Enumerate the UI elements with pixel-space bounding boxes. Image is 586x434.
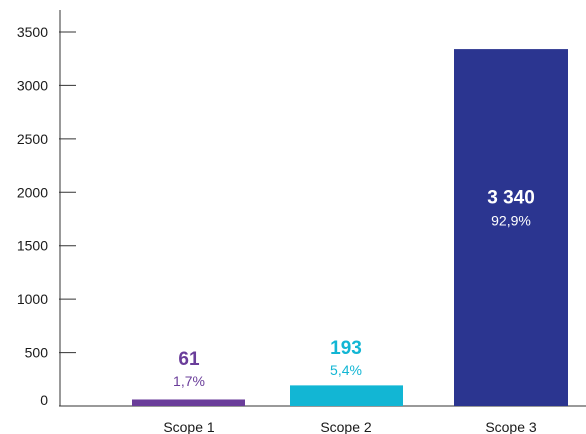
bar-scope-1: [132, 399, 245, 406]
x-axis: Scope 1 Scope 2 Scope 3: [60, 405, 586, 434]
data-label-value: 193: [330, 338, 362, 359]
y-tick-label: 1500: [17, 238, 48, 254]
data-label-percent: 1,7%: [173, 373, 205, 389]
y-tick-label: 2500: [17, 131, 48, 147]
y-tick-label: 3000: [17, 77, 48, 93]
x-tick-label: Scope 3: [485, 419, 537, 434]
y-tick-label: 2000: [17, 184, 48, 200]
y-tick-label: 3500: [17, 24, 48, 40]
data-labels: 61 1,7% 193 5,4% 3 340 92,9%: [173, 188, 535, 389]
data-label-value: 61: [178, 349, 200, 370]
data-label-percent: 5,4%: [330, 362, 362, 378]
data-label-percent: 92,9%: [491, 213, 531, 229]
y-tick-label: 1000: [17, 291, 48, 307]
y-axis: 0 500 1000 1500 2000 2500 3000 3500: [17, 10, 76, 408]
bar-scope-2: [290, 385, 403, 406]
data-label-value: 3 340: [487, 188, 535, 209]
bars: [132, 49, 568, 407]
y-tick-label: 0: [40, 392, 48, 408]
x-tick-label: Scope 1: [163, 419, 215, 434]
bar-scope-3: [454, 49, 568, 407]
y-tick-label: 500: [25, 345, 49, 361]
x-tick-label: Scope 2: [320, 419, 372, 434]
